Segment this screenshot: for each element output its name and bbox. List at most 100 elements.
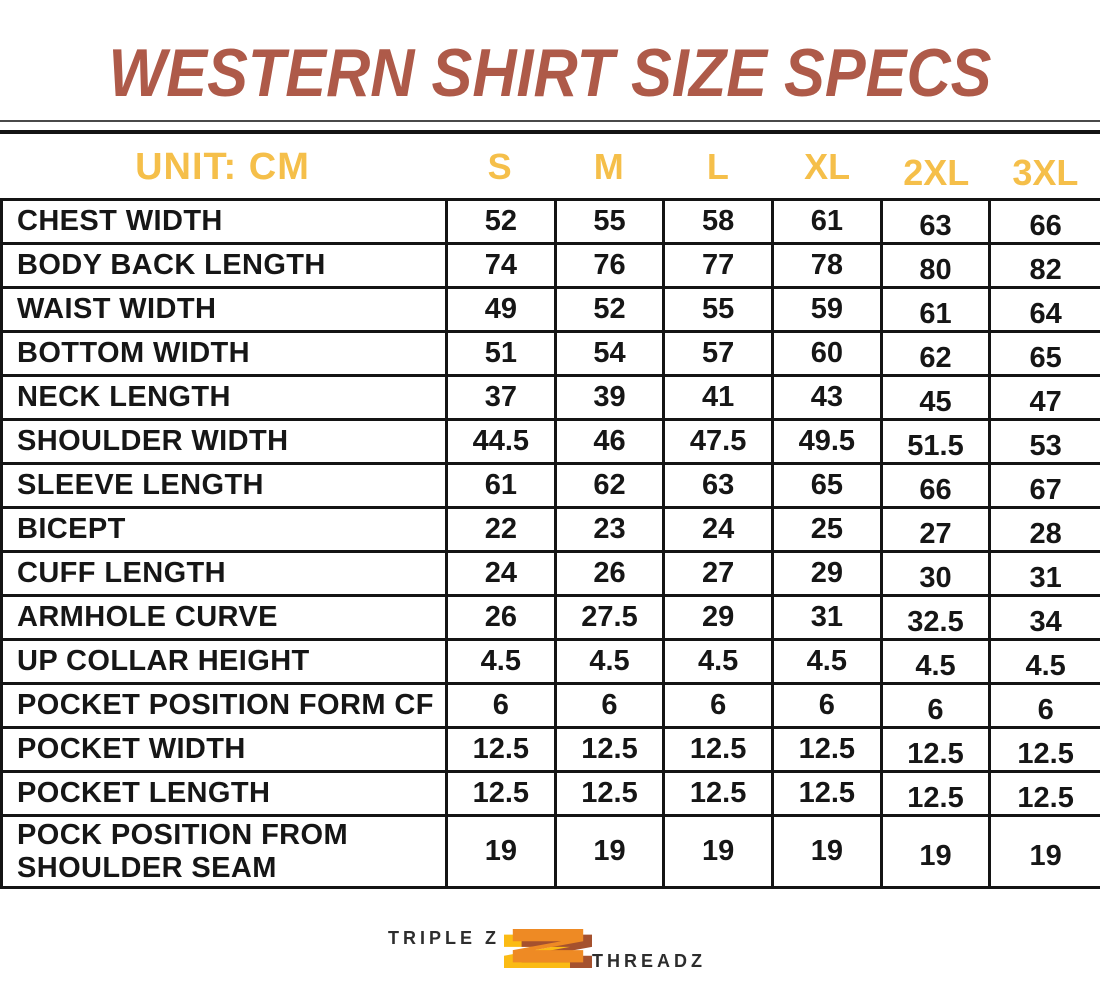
- spec-value-cell: 12.5: [448, 773, 557, 817]
- spec-value-cell: 77: [665, 245, 774, 289]
- spec-value-cell: 26: [556, 553, 666, 597]
- spec-value-cell: 45: [882, 377, 992, 421]
- spec-value-cell: 28: [991, 509, 1100, 553]
- spec-value-cell: 66: [991, 201, 1100, 245]
- spec-value-cell: 22: [448, 509, 557, 553]
- spec-value-cell: 63: [665, 465, 774, 509]
- size-header-l: L: [706, 146, 729, 187]
- spec-value-cell: 19: [665, 817, 774, 889]
- spec-value-cell: 27: [882, 509, 992, 553]
- spec-value-cell: 57: [665, 333, 774, 377]
- spec-value-cell: 6: [556, 685, 666, 729]
- spec-value-cell: 53: [991, 421, 1100, 465]
- spec-value-cell: 27.5: [556, 597, 666, 641]
- spec-row-label: POCKET POSITION FORM CF: [3, 685, 448, 729]
- spec-value-cell: 19: [882, 817, 992, 889]
- spec-value-cell: 25: [773, 509, 883, 553]
- spec-value-cell: 12.5: [556, 729, 666, 773]
- triple-z-logo-icon: [504, 929, 592, 968]
- spec-value-cell: 4.5: [665, 641, 774, 685]
- size-header-m: M: [593, 146, 624, 187]
- spec-value-cell: 55: [556, 201, 666, 245]
- spec-value-cell: 32.5: [882, 597, 992, 641]
- spec-value-cell: 27: [665, 553, 774, 597]
- spec-value-cell: 29: [665, 597, 774, 641]
- spec-value-cell: 80: [882, 245, 992, 289]
- spec-value-cell: 78: [773, 245, 883, 289]
- spec-row-label: NECK LENGTH: [3, 377, 448, 421]
- size-header-2xl: 2XL: [903, 152, 970, 193]
- spec-value-cell: 12.5: [882, 773, 992, 817]
- spec-value-cell: 19: [991, 817, 1100, 889]
- spec-value-cell: 64: [991, 289, 1100, 333]
- spec-value-cell: 60: [773, 333, 883, 377]
- spec-value-cell: 54: [556, 333, 666, 377]
- spec-value-cell: 37: [448, 377, 557, 421]
- spec-value-cell: 59: [773, 289, 883, 333]
- spec-value-cell: 61: [448, 465, 557, 509]
- spec-row-label: WAIST WIDTH: [3, 289, 448, 333]
- spec-value-cell: 61: [882, 289, 992, 333]
- brand-name-left: TRIPLE Z: [388, 928, 500, 948]
- spec-value-cell: 46: [556, 421, 666, 465]
- spec-value-cell: 47: [991, 377, 1100, 421]
- spec-value-cell: 49.5: [773, 421, 883, 465]
- spec-value-cell: 55: [665, 289, 774, 333]
- spec-value-cell: 6: [448, 685, 557, 729]
- size-header-s: S: [487, 146, 512, 187]
- spec-value-cell: 12.5: [991, 773, 1100, 817]
- spec-value-cell: 4.5: [556, 641, 666, 685]
- spec-value-cell: 19: [448, 817, 557, 889]
- spec-value-cell: 26: [448, 597, 557, 641]
- spec-row-label: SHOULDER WIDTH: [3, 421, 448, 465]
- spec-row-label: BODY BACK LENGTH: [3, 245, 448, 289]
- size-spec-table: CHEST WIDTH 52 55 58 61 63 66 BODY BACK LENGTH 7…: [0, 198, 1100, 889]
- spec-value-cell: 62: [556, 465, 666, 509]
- spec-value-cell: 6: [991, 685, 1100, 729]
- logo-z-yellow-strip: [504, 962, 570, 968]
- spec-value-cell: 41: [665, 377, 774, 421]
- spec-value-cell: 49: [448, 289, 557, 333]
- spec-value-cell: 12.5: [773, 773, 883, 817]
- divider-line-thick: [0, 130, 1100, 134]
- spec-value-cell: 52: [556, 289, 666, 333]
- spec-value-cell: 51: [448, 333, 557, 377]
- size-header-3xl: 3XL: [1012, 152, 1079, 193]
- spec-value-cell: 6: [665, 685, 774, 729]
- spec-value-cell: 67: [991, 465, 1100, 509]
- spec-value-cell: 12.5: [448, 729, 557, 773]
- spec-value-cell: 43: [773, 377, 883, 421]
- spec-value-cell: 4.5: [991, 641, 1100, 685]
- spec-value-cell: 58: [665, 201, 774, 245]
- spec-row-label: POCKET WIDTH: [3, 729, 448, 773]
- spec-value-cell: 82: [991, 245, 1100, 289]
- unit-label: UNIT: CM: [135, 145, 310, 188]
- spec-row-label: BOTTOM WIDTH: [3, 333, 448, 377]
- brand-footer: TRIPLE Z THREADZ: [0, 920, 1100, 990]
- spec-value-cell: 31: [773, 597, 883, 641]
- spec-value-cell: 6: [882, 685, 992, 729]
- spec-value-cell: 61: [773, 201, 883, 245]
- spec-value-cell: 39: [556, 377, 666, 421]
- spec-value-cell: 30: [882, 553, 992, 597]
- spec-value-cell: 12.5: [665, 729, 774, 773]
- spec-value-cell: 12.5: [665, 773, 774, 817]
- divider-line-thin: [0, 120, 1100, 122]
- spec-value-cell: 47.5: [665, 421, 774, 465]
- spec-value-cell: 51.5: [882, 421, 992, 465]
- spec-row-label-line2: SHOULDER SEAM: [17, 851, 277, 884]
- spec-value-cell: 76: [556, 245, 666, 289]
- spec-row-label: UP COLLAR HEIGHT: [3, 641, 448, 685]
- spec-value-cell: 63: [882, 201, 992, 245]
- spec-value-cell: 19: [773, 817, 883, 889]
- spec-value-cell: 34: [991, 597, 1100, 641]
- table-header-row: UNIT: CM S M L XL 2XL 3XL: [0, 136, 1100, 198]
- spec-value-cell: 12.5: [773, 729, 883, 773]
- size-header-xl: XL: [804, 146, 851, 187]
- spec-row-label: ARMHOLE CURVE: [3, 597, 448, 641]
- spec-value-cell: 4.5: [448, 641, 557, 685]
- spec-row-label: CHEST WIDTH: [3, 201, 448, 245]
- spec-row-label-line1: POCK POSITION FROM: [17, 818, 349, 851]
- spec-row-label: POCK POSITION FROM SHOULDER SEAM: [3, 817, 448, 889]
